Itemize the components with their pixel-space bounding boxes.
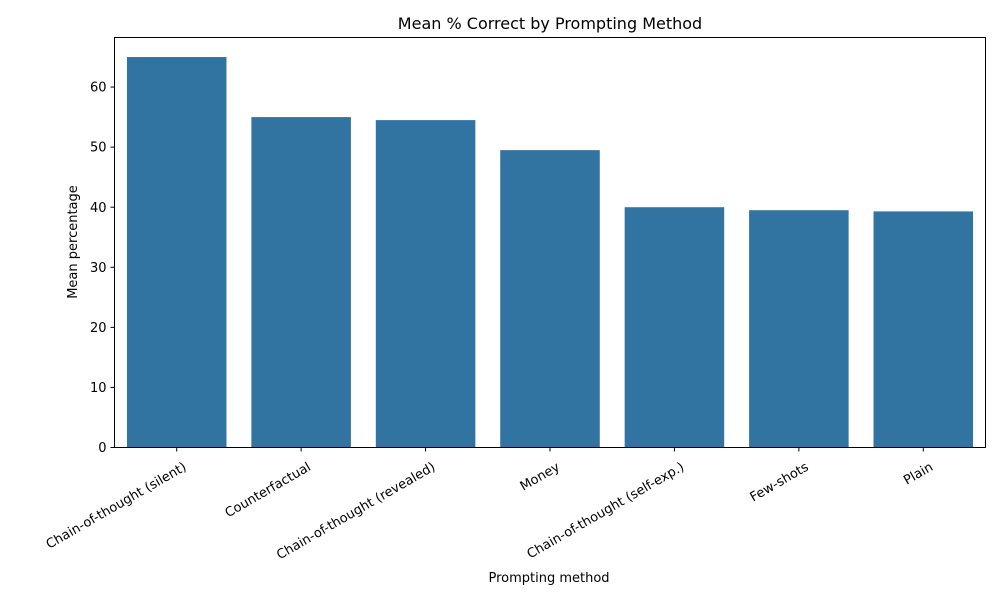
x-tick-label: Plain <box>901 460 936 489</box>
x-axis-label: Prompting method <box>488 571 609 586</box>
y-tick-label: 40 <box>90 201 107 216</box>
bar-1 <box>251 117 351 448</box>
bar-0 <box>126 57 227 448</box>
y-axis-label: Mean percentage <box>66 185 81 299</box>
x-tick-label: Counterfactual <box>223 460 314 521</box>
y-tick-label: 20 <box>90 321 107 336</box>
x-tick-label: Money <box>518 460 563 495</box>
bar-4 <box>624 207 725 448</box>
chart-title: Mean % Correct by Prompting Method <box>398 14 702 33</box>
plot-frame <box>114 37 986 448</box>
y-tick-label: 10 <box>90 381 107 396</box>
x-axis-ticks: Chain-of-thought (silent) CounterfactualC… <box>44 447 936 563</box>
y-axis-ticks: 0 10 20 30 40 50 60 <box>90 81 115 456</box>
y-tick-label: 30 <box>90 261 107 276</box>
bar-5 <box>749 210 849 448</box>
bar-2 <box>375 120 476 448</box>
x-tick-label: Chain-of-thought (silent) <box>44 460 189 553</box>
bars-group <box>126 57 974 448</box>
y-tick-label: 0 <box>98 441 106 456</box>
bar-6 <box>873 211 974 448</box>
y-tick-label: 60 <box>90 81 107 96</box>
bar-3 <box>500 150 600 448</box>
y-tick-label: 50 <box>90 141 107 156</box>
x-tick-label: Few-shots <box>748 460 812 506</box>
